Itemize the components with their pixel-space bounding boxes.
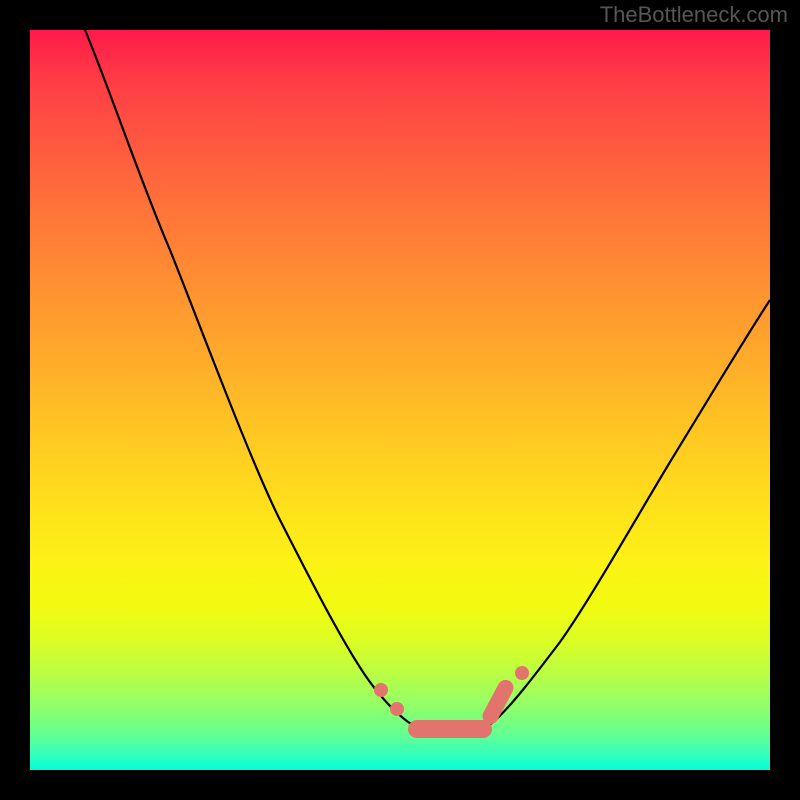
- marker-trough-band: [408, 720, 492, 738]
- plot-area: [30, 30, 770, 770]
- curve-right-branch: [492, 300, 770, 723]
- watermark-text: TheBottleneck.com: [600, 2, 788, 28]
- curve-left-branch: [85, 30, 408, 722]
- marker-right-dot: [515, 666, 529, 680]
- marker-left-dot-2: [390, 702, 404, 716]
- bottleneck-curve: [30, 30, 770, 770]
- marker-left-dot-1: [374, 683, 388, 697]
